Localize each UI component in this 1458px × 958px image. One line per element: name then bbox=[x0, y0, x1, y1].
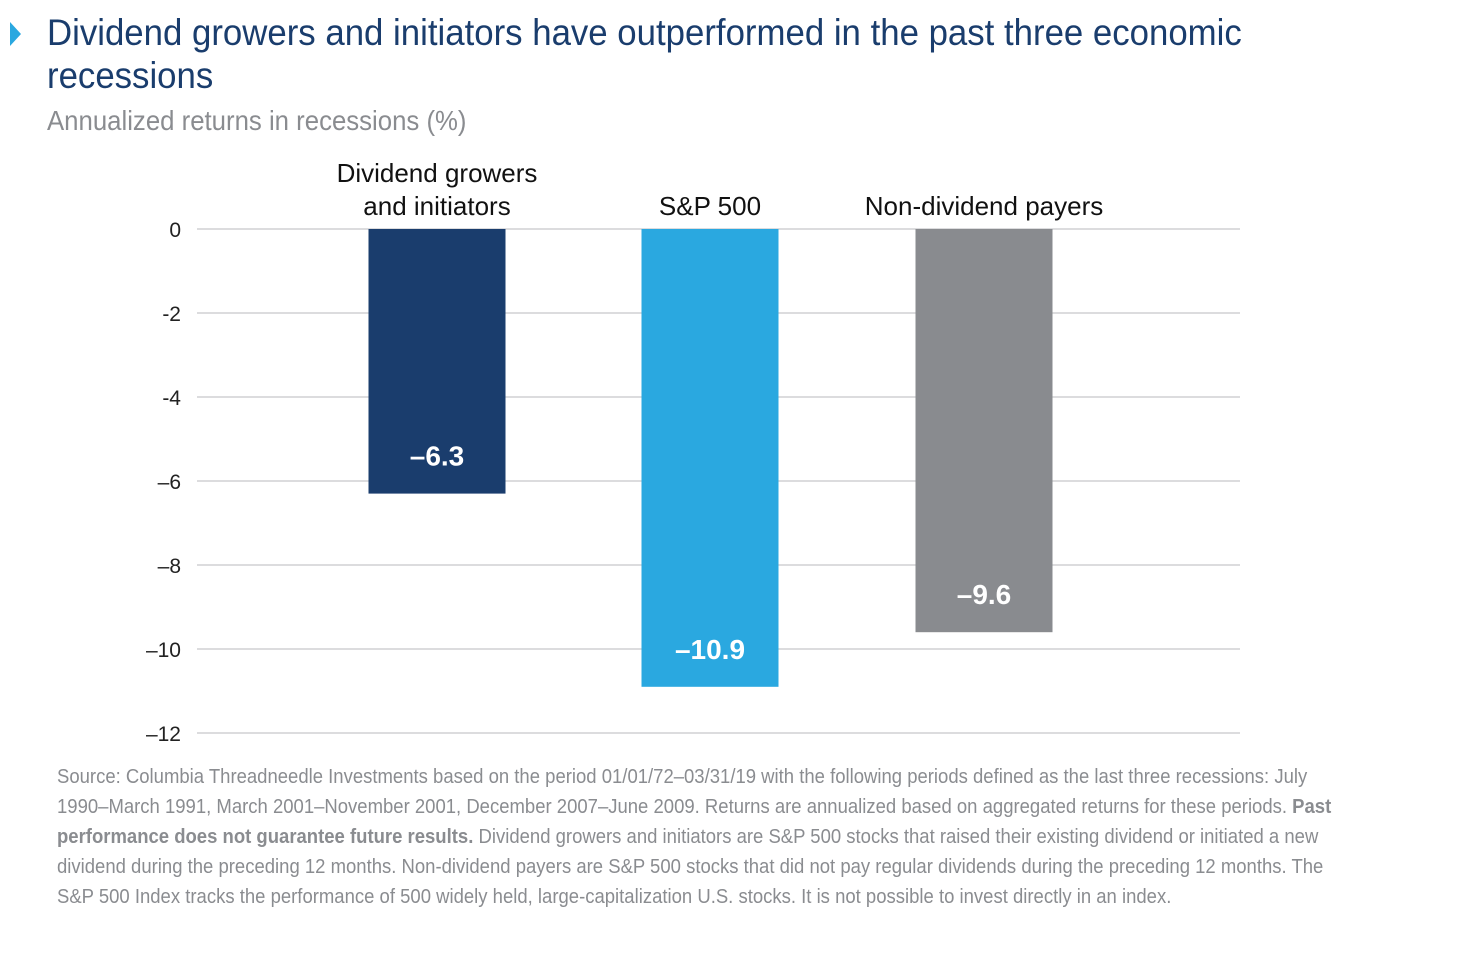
y-tick-label: 0 bbox=[169, 219, 181, 242]
source-footnote: Source: Columbia Threadneedle Investment… bbox=[57, 762, 1361, 912]
bar bbox=[915, 229, 1053, 633]
category-label: S&P 500 bbox=[659, 191, 761, 221]
data-label: –10.9 bbox=[675, 634, 745, 665]
category-label: Dividend growers bbox=[337, 158, 538, 188]
title-marker-icon bbox=[10, 22, 21, 46]
y-tick-label: –10 bbox=[146, 639, 181, 662]
y-tick-label: –6 bbox=[158, 471, 181, 494]
y-tick-label: -2 bbox=[162, 303, 181, 326]
bar bbox=[641, 229, 779, 687]
data-labels: –6.3 –10.9 –9.6 bbox=[410, 441, 1012, 665]
category-label: Non-dividend payers bbox=[865, 191, 1103, 221]
y-tick-label: –12 bbox=[146, 723, 181, 746]
y-axis-ticks: 0 -2 -4 –6 –8 –10 –12 bbox=[146, 219, 181, 746]
footnote-text: Source: Columbia Threadneedle Investment… bbox=[57, 766, 1308, 818]
data-label: –9.6 bbox=[957, 579, 1012, 610]
chart-title: Dividend growers and initiators have out… bbox=[47, 12, 1242, 96]
bars bbox=[368, 229, 1053, 687]
y-tick-label: -4 bbox=[162, 387, 181, 410]
performance-disclaimer: Past performance does not guarantee futu… bbox=[57, 796, 1332, 848]
footnote-text-continued: Dividend growers and initiators are S&P … bbox=[57, 826, 1324, 908]
category-label: and initiators bbox=[363, 191, 510, 221]
y-tick-label: –8 bbox=[158, 555, 181, 578]
chart-subtitle: Annualized returns in recessions (%) bbox=[47, 105, 467, 136]
data-label: –6.3 bbox=[410, 441, 465, 472]
bar bbox=[368, 229, 506, 494]
